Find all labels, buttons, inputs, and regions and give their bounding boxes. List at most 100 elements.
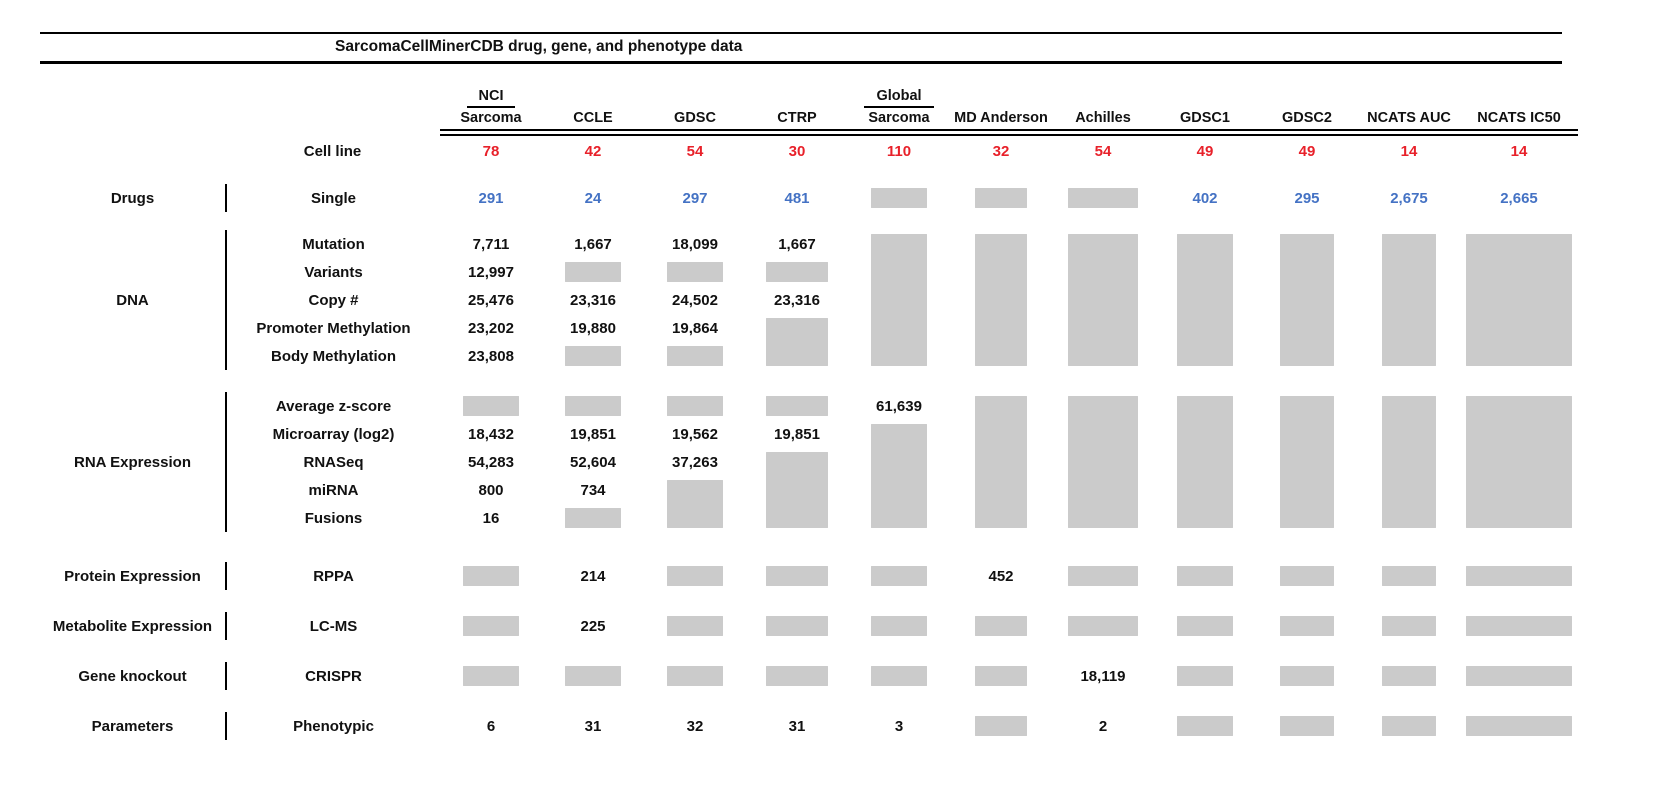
category-label: Drugs bbox=[110, 189, 155, 207]
value-cell: 32 bbox=[686, 717, 704, 735]
cell-line-count: 54 bbox=[1094, 142, 1112, 160]
no-data-box bbox=[1280, 666, 1334, 686]
column-header-label: Achilles bbox=[1075, 110, 1131, 126]
section-dna: DNA Mutation Variants Copy # Promoter Methyl… bbox=[40, 230, 1669, 370]
cell-line-count: 49 bbox=[1298, 142, 1316, 160]
no-data-box bbox=[565, 396, 621, 416]
column-header-top-label: Global bbox=[864, 88, 934, 108]
column-header: NCI Sarcoma bbox=[440, 88, 542, 129]
no-data-box bbox=[1280, 716, 1334, 736]
row-label: Single bbox=[310, 189, 356, 207]
data-column bbox=[950, 712, 1052, 740]
no-data-box bbox=[1466, 566, 1572, 586]
no-data-box bbox=[565, 508, 621, 528]
value-cell: 18,119 bbox=[1080, 667, 1126, 685]
data-column: 2,665 bbox=[1460, 184, 1578, 212]
data-column bbox=[848, 662, 950, 690]
data-column bbox=[848, 612, 950, 640]
no-data-box bbox=[975, 234, 1027, 366]
no-data-box bbox=[1068, 234, 1138, 366]
data-column bbox=[1460, 712, 1578, 740]
value-cell: 3 bbox=[894, 717, 904, 735]
column-header: GDSC2 bbox=[1256, 108, 1358, 129]
row-labels: RPPA bbox=[225, 562, 440, 590]
value-cell: 1,667 bbox=[778, 235, 816, 253]
row-label: RNASeq bbox=[303, 453, 364, 471]
data-column: 61,639 bbox=[848, 392, 950, 532]
data-column bbox=[848, 562, 950, 590]
no-data-box bbox=[1382, 616, 1436, 636]
data-column: 1,667 23,316 19,880 bbox=[542, 230, 644, 370]
row-labels: Mutation Variants Copy # Promoter Methylati… bbox=[225, 230, 440, 370]
column-header-label: CCLE bbox=[573, 110, 613, 126]
column-header-label: NCATS IC50 bbox=[1477, 110, 1561, 126]
cell-line-count-row: Cell line 78 42 54 30 110 32 54 49 49 14 14 bbox=[40, 138, 1669, 164]
column-header: MD Anderson bbox=[950, 108, 1052, 129]
no-data-box bbox=[1280, 396, 1334, 528]
value-cell: 31 bbox=[788, 717, 806, 735]
data-column bbox=[1358, 662, 1460, 690]
no-data-box bbox=[975, 716, 1027, 736]
figure-title-band: SarcomaCellMinerCDB drug, gene, and phen… bbox=[40, 32, 1562, 64]
row-label: miRNA bbox=[308, 481, 359, 499]
data-column bbox=[1256, 612, 1358, 640]
row-label: Fusions bbox=[304, 509, 363, 527]
value-cell: 402 bbox=[1192, 189, 1218, 207]
row-labels: Phenotypic bbox=[225, 712, 440, 740]
data-column: 295 bbox=[1256, 184, 1358, 212]
cell-line-count: 32 bbox=[992, 142, 1010, 160]
no-data-box bbox=[975, 616, 1027, 636]
no-data-box bbox=[667, 262, 723, 282]
no-data-box bbox=[766, 566, 828, 586]
value-cell: 734 bbox=[580, 481, 606, 499]
value-cell: 24,502 bbox=[672, 291, 718, 309]
value-cell: 23,316 bbox=[570, 291, 616, 309]
header-double-rule bbox=[440, 129, 1578, 136]
no-data-box bbox=[766, 616, 828, 636]
category-label: DNA bbox=[116, 291, 149, 309]
no-data-box bbox=[766, 318, 828, 366]
no-data-box bbox=[667, 480, 723, 528]
no-data-box bbox=[565, 262, 621, 282]
data-column bbox=[1358, 392, 1460, 532]
row-labels: LC-MS bbox=[225, 612, 440, 640]
no-data-box bbox=[463, 566, 519, 586]
no-data-box bbox=[871, 234, 927, 366]
value-cell: 37,263 bbox=[672, 453, 718, 471]
category-label: Metabolite Expression bbox=[52, 617, 213, 635]
no-data-box bbox=[766, 666, 828, 686]
data-column bbox=[1154, 662, 1256, 690]
data-column bbox=[1358, 612, 1460, 640]
no-data-box bbox=[1466, 234, 1572, 366]
cell-line-count: 78 bbox=[482, 142, 500, 160]
value-cell: 291 bbox=[478, 189, 504, 207]
no-data-box bbox=[1068, 396, 1138, 528]
no-data-box bbox=[766, 396, 828, 416]
section-metabolite-expression: Metabolite Expression LC-MS 225 bbox=[40, 612, 1669, 640]
row-label: LC-MS bbox=[309, 617, 358, 635]
category-label: Protein Expression bbox=[64, 567, 201, 585]
section-rna-expression: RNA Expression Average z-score Microarray … bbox=[40, 392, 1669, 532]
no-data-box bbox=[871, 616, 927, 636]
value-cell: 12,997 bbox=[468, 263, 514, 281]
no-data-box bbox=[1466, 666, 1572, 686]
data-column bbox=[1154, 562, 1256, 590]
data-column bbox=[1052, 392, 1154, 532]
value-cell: 16 bbox=[482, 509, 500, 527]
data-column bbox=[746, 662, 848, 690]
data-column bbox=[1460, 392, 1578, 532]
no-data-box bbox=[1177, 716, 1233, 736]
no-data-box bbox=[871, 424, 927, 528]
value-cell: 61,639 bbox=[876, 397, 922, 415]
no-data-box bbox=[1382, 234, 1436, 366]
column-header-label: NCATS AUC bbox=[1367, 110, 1451, 126]
data-column bbox=[950, 612, 1052, 640]
no-data-box bbox=[1382, 396, 1436, 528]
no-data-box bbox=[1382, 566, 1436, 586]
cell-line-count: 110 bbox=[886, 142, 912, 160]
data-availability-figure: SarcomaCellMinerCDB drug, gene, and phen… bbox=[40, 32, 1669, 740]
data-column bbox=[950, 392, 1052, 532]
no-data-box bbox=[463, 666, 519, 686]
value-cell: 2,675 bbox=[1390, 189, 1428, 207]
column-header-top: NCI bbox=[466, 88, 516, 108]
